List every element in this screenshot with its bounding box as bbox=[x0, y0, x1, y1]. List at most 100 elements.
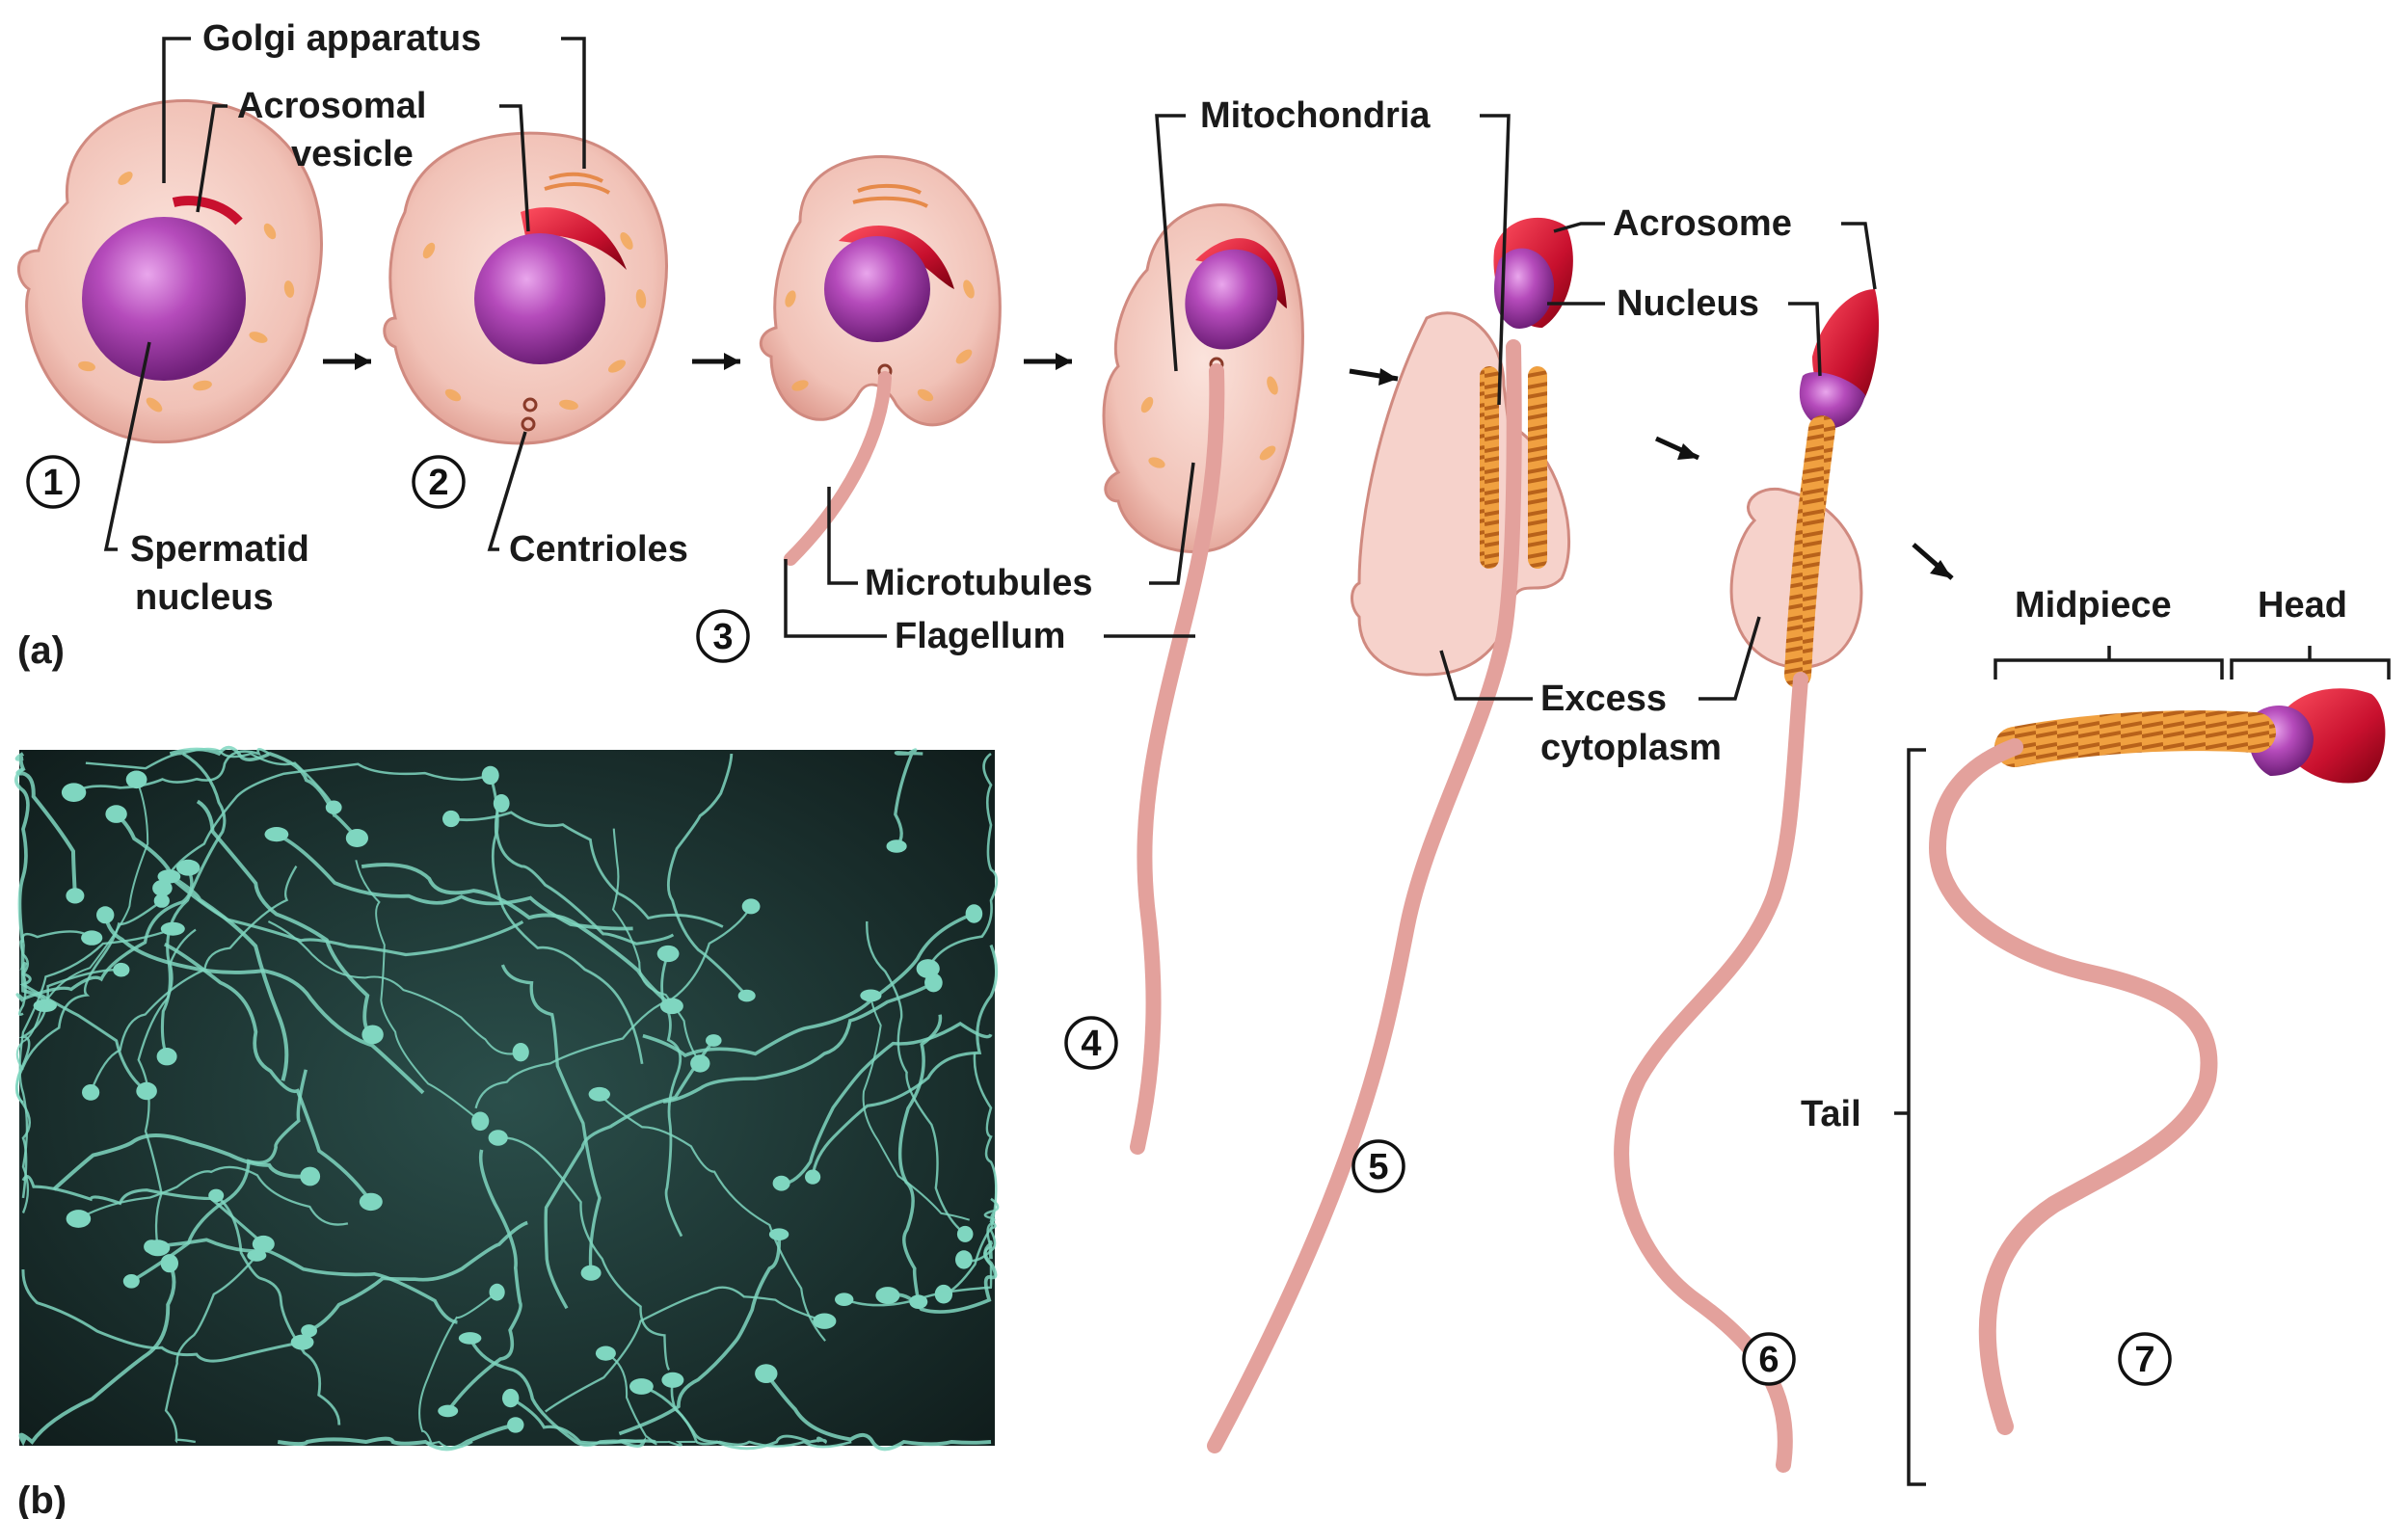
micrograph-sperm-head bbox=[105, 805, 127, 823]
micrograph-tail bbox=[18, 930, 94, 1016]
micrograph-sperm-head bbox=[875, 1287, 900, 1305]
micrograph-tail bbox=[77, 1165, 349, 1226]
stage-number-1: 1 bbox=[26, 455, 80, 509]
micrograph-tail bbox=[926, 752, 999, 970]
micrograph-tail bbox=[897, 1014, 943, 1303]
panel-label-b: (b) bbox=[17, 1479, 67, 1519]
micrograph-tail bbox=[15, 866, 194, 1002]
label-microtubules: Microtubules bbox=[865, 563, 1092, 603]
micrograph-sperm-head bbox=[152, 879, 173, 897]
micrograph-tail bbox=[52, 1133, 310, 1191]
micrograph-tail bbox=[277, 1423, 517, 1452]
micrograph-tail bbox=[361, 863, 674, 1008]
micrograph-sperm-head bbox=[325, 800, 342, 814]
stage-4-cell bbox=[1102, 203, 1304, 1155]
micrograph-tail bbox=[666, 753, 748, 998]
micrograph-tail bbox=[19, 961, 147, 1093]
micrograph-sperm-head bbox=[488, 1130, 508, 1146]
label-acrosome: Acrosome bbox=[1613, 203, 1792, 244]
stage-number-6: 6 bbox=[1742, 1332, 1796, 1386]
label-excess-line2: cytoplasm bbox=[1540, 728, 1722, 768]
micrograph-sperm-head bbox=[955, 1250, 973, 1269]
micrograph-sperm-head bbox=[659, 998, 683, 1015]
micrograph-tail bbox=[169, 745, 359, 839]
stage-number-3: 3 bbox=[696, 609, 750, 663]
micrograph-tail bbox=[90, 866, 298, 1093]
svg-text:2: 2 bbox=[428, 463, 448, 503]
micrograph-sperm-head bbox=[82, 1084, 100, 1101]
svg-text:5: 5 bbox=[1368, 1147, 1388, 1187]
micrograph-sperm-cells bbox=[13, 745, 1000, 1452]
micrograph-tail bbox=[164, 1254, 258, 1444]
micrograph-tail bbox=[13, 766, 47, 1007]
micrograph-sperm-head bbox=[33, 999, 57, 1012]
micrograph-sperm-head bbox=[442, 810, 460, 828]
label-centrioles: Centrioles bbox=[509, 529, 688, 570]
micrograph-sperm-head bbox=[772, 1175, 790, 1191]
micrograph-tail bbox=[963, 1053, 998, 1263]
micrograph-sperm-head bbox=[81, 930, 103, 946]
micrograph-sperm-head bbox=[471, 1111, 490, 1132]
micrograph-tail bbox=[85, 747, 335, 809]
micrograph-tail bbox=[497, 1136, 671, 1372]
label-nucleus: Nucleus bbox=[1617, 283, 1759, 324]
micrograph-sperm-head bbox=[860, 989, 882, 1002]
micrograph-tail bbox=[545, 1286, 825, 1413]
micrograph-sperm-head bbox=[345, 829, 368, 847]
micrograph-sperm-head bbox=[113, 962, 130, 977]
sperm-micrograph bbox=[13, 745, 1000, 1452]
micrograph-sperm-head bbox=[755, 1364, 778, 1383]
micrograph-tail bbox=[151, 1238, 458, 1324]
micrograph-sperm-head bbox=[290, 1334, 314, 1350]
micrograph-tail bbox=[943, 1197, 1000, 1295]
micrograph-sperm-head bbox=[144, 1239, 160, 1254]
micrograph-tail bbox=[604, 1352, 698, 1447]
micrograph-tail bbox=[642, 912, 976, 1058]
stage-7-sperm bbox=[1928, 688, 2386, 1435]
micrograph-tail bbox=[811, 944, 999, 1178]
micrograph-sperm-head bbox=[359, 1192, 383, 1212]
micrograph-sperm-head bbox=[595, 1346, 616, 1361]
micrograph-sperm-head bbox=[489, 1283, 505, 1301]
micrograph-tail bbox=[509, 1397, 648, 1448]
micrograph-sperm-head bbox=[252, 1235, 275, 1253]
micrograph-tail bbox=[599, 1093, 826, 1342]
micrograph-tail bbox=[866, 920, 966, 1236]
stage-number-7: 7 bbox=[2118, 1332, 2172, 1386]
micrograph-sperm-head bbox=[300, 1166, 321, 1186]
label-excess-line1: Excess bbox=[1540, 679, 1667, 719]
micrograph-tail bbox=[267, 920, 522, 1055]
micrograph-sperm-head bbox=[66, 888, 85, 904]
micrograph-tail bbox=[103, 914, 425, 1095]
micrograph-tail bbox=[355, 860, 481, 1123]
micrograph-tail bbox=[662, 981, 935, 1104]
micrograph-sperm-head bbox=[502, 1388, 520, 1408]
micrograph-tail bbox=[446, 1149, 522, 1412]
stage-3-cell bbox=[759, 155, 1002, 566]
label-midpiece: Midpiece bbox=[2015, 585, 2172, 626]
micrograph-tail bbox=[764, 1372, 992, 1452]
micrograph-tail bbox=[215, 1194, 341, 1426]
micrograph-tail bbox=[15, 779, 149, 1071]
stage-2-cell bbox=[383, 131, 668, 445]
label-spermatid-line2: nucleus bbox=[135, 577, 274, 618]
micrograph-tail bbox=[544, 1039, 715, 1310]
svg-text:1: 1 bbox=[42, 463, 63, 503]
label-head: Head bbox=[2258, 585, 2347, 626]
svg-text:7: 7 bbox=[2134, 1340, 2154, 1380]
micrograph-sperm-head bbox=[66, 1210, 92, 1228]
label-mitochondria: Mitochondria bbox=[1200, 95, 1431, 136]
micrograph-sperm-head bbox=[156, 1048, 177, 1066]
micrograph-sperm-head bbox=[122, 1274, 140, 1289]
stage-number-4: 4 bbox=[1064, 1016, 1118, 1070]
micrograph-sperm-head bbox=[835, 1292, 854, 1306]
micrograph-tail bbox=[276, 832, 633, 931]
micrograph-sperm-head bbox=[458, 1332, 482, 1345]
leader-lines bbox=[103, 37, 2391, 1486]
progression-arrows bbox=[323, 353, 1954, 580]
micrograph-tail bbox=[21, 1269, 303, 1363]
micrograph-sperm-head bbox=[737, 989, 756, 1002]
micrograph-sperm-head bbox=[805, 1169, 821, 1185]
micrograph-sperm-head bbox=[176, 859, 201, 876]
micrograph-tail bbox=[781, 1021, 993, 1186]
